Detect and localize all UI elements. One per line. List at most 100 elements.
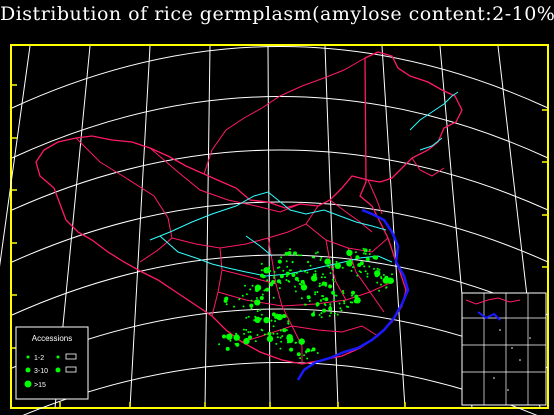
accession-marker	[241, 294, 244, 297]
accession-marker	[300, 297, 303, 300]
accession-marker	[274, 320, 277, 323]
accession-marker	[320, 312, 323, 315]
accession-marker	[363, 248, 368, 253]
accession-marker	[304, 350, 307, 353]
accession-marker	[311, 256, 314, 259]
accession-marker	[222, 334, 226, 339]
longitude-line	[381, 45, 406, 409]
accession-marker	[287, 322, 290, 325]
accession-marker	[328, 314, 331, 317]
accession-marker	[233, 305, 236, 308]
accession-marker	[274, 314, 279, 319]
accession-marker	[364, 270, 367, 273]
accession-marker	[248, 335, 252, 340]
coastline	[296, 208, 410, 381]
accession-marker	[328, 306, 333, 311]
accession-marker	[276, 313, 283, 321]
accession-marker	[235, 332, 238, 335]
accession-marker	[295, 272, 298, 275]
accession-marker	[279, 274, 284, 279]
accession-marker	[287, 251, 292, 256]
accession-marker	[329, 303, 332, 306]
accession-marker	[314, 274, 317, 277]
accession-marker	[316, 291, 319, 293]
accession-marker	[376, 281, 379, 284]
accession-marker	[343, 302, 346, 305]
accession-marker	[306, 295, 311, 300]
accession-marker	[254, 315, 257, 318]
accession-marker	[333, 299, 335, 302]
accession-marker	[276, 332, 279, 335]
accession-marker	[328, 266, 331, 269]
accession-marker	[243, 337, 250, 345]
accession-marker	[306, 348, 311, 353]
accession-marker	[294, 290, 297, 293]
accession-marker	[266, 279, 269, 282]
accession-marker	[223, 298, 228, 303]
accession-marker	[291, 273, 296, 277]
legend-marker-large	[24, 380, 32, 388]
accession-marker	[324, 304, 327, 307]
accession-marker	[318, 314, 321, 316]
accession-marker	[285, 329, 288, 332]
latitude-line	[11, 254, 549, 316]
legend-marker-small	[26, 355, 30, 359]
accession-marker	[279, 336, 282, 339]
accession-marker	[378, 289, 381, 292]
accession-marker	[359, 271, 362, 274]
accession-marker	[297, 279, 300, 282]
accession-marker	[254, 299, 261, 306]
accession-marker	[247, 315, 250, 318]
accession-marker	[263, 276, 266, 279]
legend-class-small: 1-2	[34, 355, 44, 362]
accession-marker	[366, 275, 369, 278]
accession-marker	[251, 284, 254, 287]
accession-marker	[299, 357, 302, 360]
accession-marker	[366, 272, 369, 275]
accession-marker	[311, 312, 316, 317]
accession-marker	[320, 256, 323, 259]
accession-marker	[272, 325, 275, 328]
accession-marker	[351, 301, 354, 304]
accession-marker	[279, 347, 282, 350]
longitude-line	[129, 45, 151, 409]
accession-marker	[287, 320, 290, 323]
accession-marker	[263, 333, 266, 336]
accession-marker	[306, 357, 309, 360]
accession-marker	[329, 272, 332, 275]
accession-marker	[308, 300, 311, 302]
accession-marker	[328, 284, 333, 289]
accession-marker	[254, 284, 262, 291]
accession-marker	[322, 273, 324, 276]
accession-marker	[318, 282, 321, 285]
accession-marker	[322, 308, 327, 313]
accession-marker	[340, 309, 343, 312]
accession-marker	[347, 306, 350, 308]
accession-marker	[349, 259, 352, 262]
accession-marker	[362, 247, 365, 250]
accession-marker	[350, 269, 353, 272]
accession-marker	[304, 270, 306, 273]
accession-marker	[314, 293, 317, 296]
accession-marker	[314, 291, 317, 294]
latitude-line	[11, 149, 549, 211]
accession-marker	[318, 285, 321, 288]
accession-marker	[294, 285, 296, 288]
map-title: Distribution of rice germplasm(amylose c…	[0, 3, 554, 25]
accession-marker	[268, 266, 271, 269]
accession-marker	[260, 273, 264, 278]
accession-marker	[348, 254, 351, 256]
accession-marker	[270, 319, 273, 322]
accession-markers	[218, 247, 395, 360]
accession-marker	[272, 274, 275, 277]
longitude-line	[267, 45, 271, 409]
latitude-line	[11, 46, 549, 109]
northeast-river	[409, 91, 459, 131]
accession-marker	[320, 316, 323, 319]
accession-marker	[226, 333, 233, 340]
accession-marker	[314, 270, 317, 273]
accession-marker	[334, 262, 341, 269]
accession-marker	[332, 280, 335, 283]
accession-marker	[382, 274, 385, 276]
